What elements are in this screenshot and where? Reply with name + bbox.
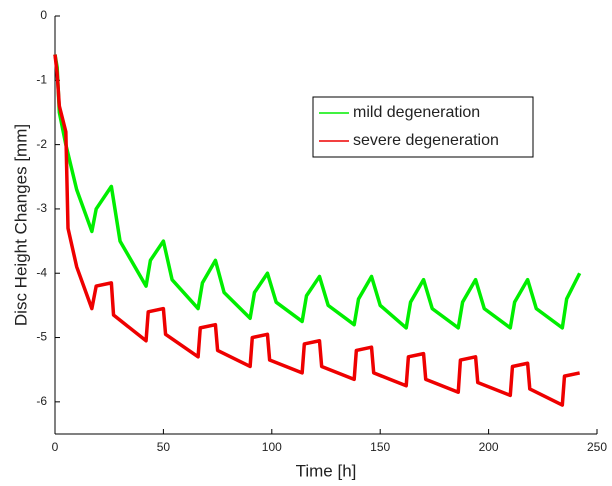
data-line — [53, 54, 582, 330]
legend-box — [312, 96, 534, 158]
x-tick-label: 100 — [262, 440, 282, 454]
y-tick-label: -3 — [36, 201, 47, 215]
legend-label: severe degeneration — [353, 132, 499, 149]
y-tick-label: -4 — [36, 265, 47, 279]
x-tick-label: 50 — [157, 440, 171, 454]
y-tick-label: -1 — [36, 72, 47, 86]
x-tick-label: 250 — [587, 440, 607, 454]
data-line — [53, 54, 581, 407]
x-tick-label: 200 — [479, 440, 499, 454]
y-tick-label: -6 — [36, 394, 47, 408]
x-axis-title: Time [h] — [296, 461, 357, 480]
x-tick-label: 150 — [370, 440, 390, 454]
y-axis-title: Disc Height Changes [mm] — [11, 124, 30, 326]
y-tick-label: -2 — [36, 137, 47, 151]
y-tick-label: -5 — [36, 330, 47, 344]
y-tick-label: 0 — [40, 8, 47, 22]
x-tick-label: 0 — [52, 440, 59, 454]
legend-label: mild degeneration — [353, 104, 480, 121]
